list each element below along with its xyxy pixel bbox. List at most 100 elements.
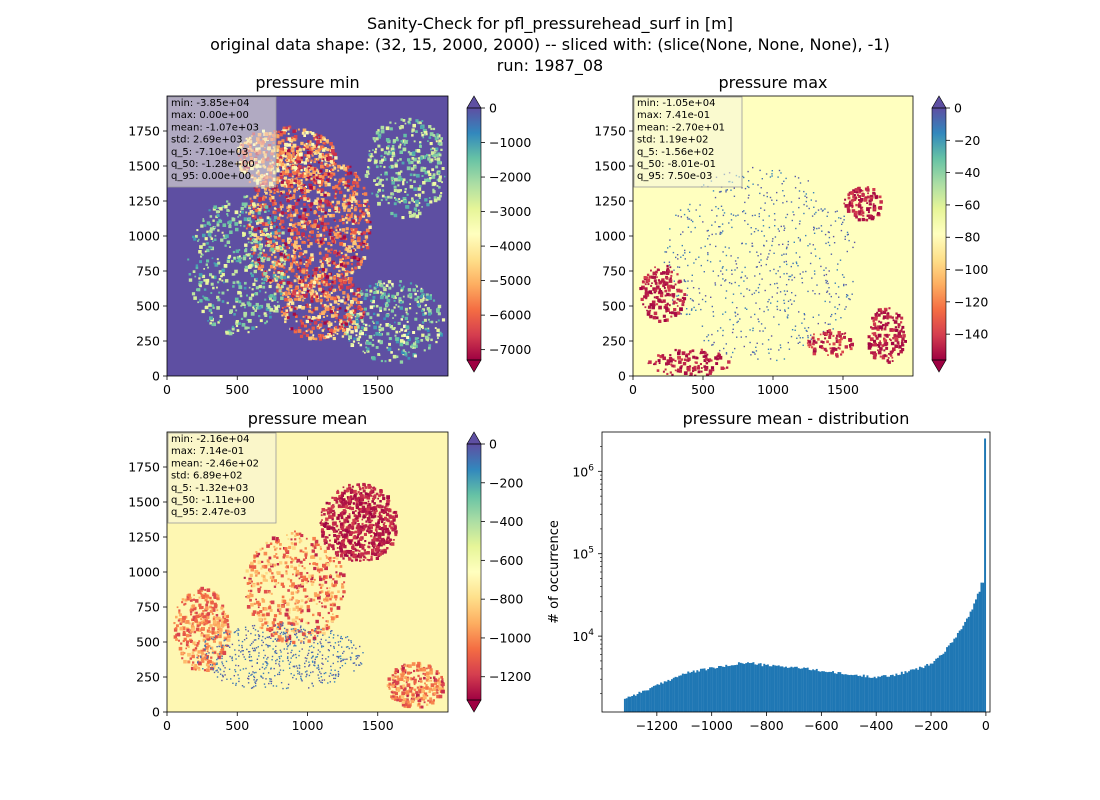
heatmap-cell bbox=[810, 252, 812, 254]
heatmap-cell bbox=[217, 229, 220, 232]
heatmap-cell bbox=[198, 280, 201, 283]
heatmap-cell bbox=[270, 221, 272, 224]
heatmap-cell bbox=[300, 248, 302, 250]
heatmap-cell bbox=[320, 522, 324, 526]
heatmap-cell bbox=[438, 331, 442, 335]
heatmap-cell bbox=[307, 140, 310, 143]
heatmap-cell bbox=[344, 322, 348, 326]
heatmap-cell bbox=[376, 130, 380, 135]
heatmap-cell bbox=[826, 340, 829, 344]
heatmap-cell bbox=[823, 269, 825, 271]
heatmap-cell bbox=[305, 130, 309, 135]
heatmap-cell bbox=[417, 193, 421, 197]
heatmap-cell bbox=[838, 339, 842, 344]
heatmap-cell bbox=[855, 189, 858, 192]
heatmap-cell bbox=[724, 246, 727, 248]
heatmap-cell bbox=[207, 266, 209, 269]
heatmap-cell bbox=[282, 171, 286, 175]
heatmap-cell bbox=[391, 328, 394, 330]
heatmap-cell bbox=[323, 273, 326, 277]
heatmap-cell bbox=[710, 296, 712, 298]
heatmap-cell bbox=[309, 231, 312, 234]
heatmap-cell bbox=[807, 290, 809, 293]
heatmap-cell bbox=[272, 263, 276, 267]
heatmap-cell bbox=[429, 200, 433, 204]
heatmap-cell bbox=[257, 207, 262, 212]
heatmap-cell bbox=[273, 191, 276, 194]
heatmap-cell bbox=[812, 244, 814, 246]
heatmap-cell bbox=[193, 237, 197, 241]
heatmap-cell bbox=[243, 255, 247, 259]
heatmap-cell bbox=[282, 131, 286, 135]
heatmap-cell bbox=[357, 527, 360, 531]
heatmap-cell bbox=[867, 346, 872, 350]
heatmap-cell bbox=[336, 328, 340, 332]
heatmap-cell bbox=[401, 216, 405, 220]
heatmap-cell bbox=[260, 319, 263, 322]
heatmap-cell bbox=[334, 325, 338, 329]
heatmap-cell bbox=[244, 306, 246, 309]
heatmap-cell bbox=[711, 233, 713, 236]
heatmap-cell bbox=[404, 307, 408, 311]
heatmap-cell bbox=[246, 224, 251, 228]
heatmap-cell bbox=[437, 142, 440, 145]
heatmap-cell bbox=[331, 281, 334, 284]
heatmap-cell bbox=[338, 253, 341, 256]
heatmap-cell bbox=[279, 131, 283, 135]
heatmap-cell bbox=[301, 188, 304, 191]
heatmap-cell bbox=[206, 230, 209, 234]
colorbar-tick-label: −60 bbox=[954, 197, 980, 212]
heatmap-cell bbox=[328, 232, 332, 236]
heatmap-cell bbox=[311, 316, 316, 320]
heatmap-cell bbox=[270, 194, 272, 197]
heatmap-cell bbox=[351, 204, 354, 207]
heatmap-cell bbox=[741, 175, 744, 178]
heatmap-cell bbox=[642, 303, 645, 306]
heatmap-cell bbox=[357, 222, 360, 225]
heatmap-cell bbox=[715, 245, 717, 248]
heatmap-cell bbox=[329, 322, 333, 326]
heatmap-cell bbox=[316, 197, 320, 201]
heatmap-cell bbox=[319, 323, 323, 327]
heatmap-cell bbox=[879, 355, 882, 358]
heatmap-cell bbox=[652, 315, 657, 320]
heatmap-cell bbox=[318, 215, 321, 218]
heatmap-cell bbox=[394, 314, 397, 317]
heatmap-cell bbox=[712, 190, 715, 192]
heatmap-cell bbox=[300, 169, 303, 172]
heatmap-cell bbox=[354, 199, 358, 203]
heatmap-cell bbox=[329, 310, 333, 314]
heatmap-cell bbox=[808, 343, 812, 347]
heatmap-cell bbox=[372, 298, 375, 301]
heatmap-cell bbox=[391, 282, 394, 286]
heatmap-cell bbox=[285, 185, 288, 188]
heatmap-cell bbox=[383, 156, 386, 158]
heatmap-cell bbox=[357, 265, 361, 269]
heatmap-cell bbox=[339, 232, 342, 235]
heatmap-cell bbox=[326, 294, 331, 299]
heatmap-cell bbox=[696, 356, 699, 360]
heatmap-cell bbox=[648, 360, 652, 364]
heatmap-cell bbox=[228, 220, 232, 224]
heatmap-cell bbox=[344, 253, 348, 257]
heatmap-cell bbox=[271, 299, 274, 302]
heatmap-cell bbox=[656, 369, 660, 372]
heatmap-cell bbox=[751, 293, 753, 296]
heatmap-cell bbox=[726, 366, 729, 369]
heatmap-cell bbox=[252, 306, 254, 309]
heatmap-cell bbox=[900, 321, 903, 324]
heatmap-cell bbox=[273, 202, 277, 206]
heatmap-cell bbox=[681, 303, 685, 307]
heatmap-cell bbox=[650, 284, 653, 287]
heatmap-cell bbox=[788, 278, 790, 281]
heatmap-cell bbox=[873, 342, 878, 347]
heatmap-cell bbox=[332, 186, 336, 190]
heatmap-cell bbox=[394, 533, 398, 537]
heatmap-cell bbox=[849, 347, 853, 351]
heatmap-cell bbox=[251, 202, 256, 206]
heatmap-cell bbox=[269, 312, 272, 315]
heatmap-cell bbox=[262, 249, 265, 252]
heatmap-cell bbox=[847, 203, 851, 207]
heatmap-cell bbox=[856, 194, 859, 197]
heatmap-cell bbox=[234, 269, 238, 274]
